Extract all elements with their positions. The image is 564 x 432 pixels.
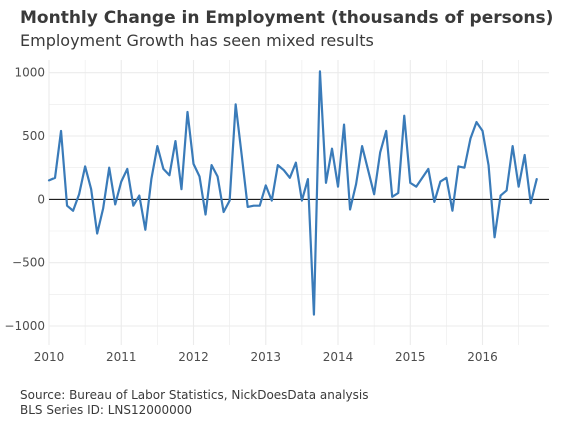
series-line <box>47 70 538 316</box>
x-tick-labels: 2010 2011 2012 2013 2014 2015 2016 <box>34 350 498 364</box>
y-tick-label: −1000 <box>4 319 45 333</box>
y-tick-label: 1000 <box>14 66 45 80</box>
y-tick-label: 0 <box>37 192 45 206</box>
x-tick-label: 2012 <box>178 350 209 364</box>
gridlines <box>48 60 549 345</box>
x-tick-label: 2014 <box>323 350 354 364</box>
y-tick-labels: −1000 −500 0 500 1000 <box>4 66 45 333</box>
x-tick-label: 2013 <box>250 350 281 364</box>
caption-series-id: BLS Series ID: LNS12000000 <box>20 403 193 417</box>
x-tick-label: 2011 <box>106 350 137 364</box>
chart-subtitle: Employment Growth has seen mixed results <box>20 31 374 50</box>
x-tick-label: 2015 <box>395 350 426 364</box>
y-tick-label: −500 <box>12 256 45 270</box>
x-tick-label: 2010 <box>34 350 65 364</box>
caption-source: Source: Bureau of Labor Statistics, Nick… <box>20 388 369 402</box>
x-tick-label: 2016 <box>467 350 498 364</box>
chart-title: Monthly Change in Employment (thousands … <box>20 8 554 28</box>
series-group <box>47 70 538 316</box>
y-tick-label: 500 <box>22 129 45 143</box>
